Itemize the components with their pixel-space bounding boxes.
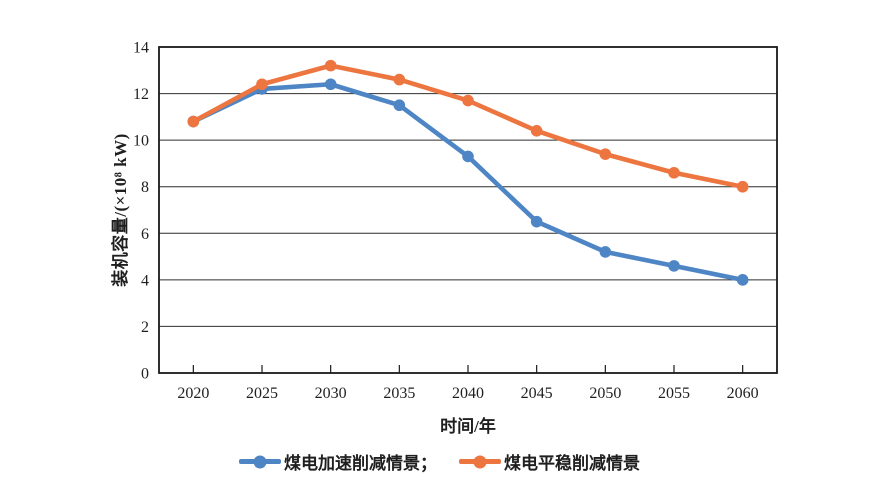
y-tick-label: 14 [133,40,149,57]
legend-item-accelerated: 煤电加速削减情景； [239,449,437,474]
x-axis-title: 时间/年 [440,417,496,436]
legend-label-accelerated: 煤电加速削减情景； [284,454,437,473]
legend-label-steady: 煤电平稳削减情景 [504,454,640,473]
y-axis-title: 装机容量/(×10⁸ kW) [111,133,130,287]
x-tick-label: 2055 [658,385,690,402]
x-tick-label: 2025 [246,385,278,402]
data-point-marker [393,99,406,112]
data-point-marker [668,260,680,272]
data-point-marker [462,94,474,107]
legend-dot-icon [253,455,267,468]
legend-dot-icon [473,455,487,468]
y-tick-label: 8 [141,179,149,196]
x-tick-label: 2040 [452,385,484,402]
y-tick-label: 10 [133,133,149,150]
data-point-marker [599,148,612,160]
data-point-marker [187,115,200,128]
data-point-marker [462,150,474,163]
data-point-marker [530,215,543,228]
data-point-marker [668,166,680,179]
legend-line-marker-orange [459,455,501,468]
series-line-0 [191,81,745,283]
x-tick-label: 2030 [315,385,347,402]
data-point-marker [324,59,337,72]
x-tick-label: 2020 [177,385,209,402]
x-tick-label: 2050 [589,385,621,402]
y-tick-label: 2 [141,319,149,336]
data-point-marker [324,78,337,91]
legend-item-steady: 煤电平稳削减情景 [459,449,640,474]
series-line-1 [191,63,745,190]
chart-legend: 煤电加速削减情景； 煤电平稳削减情景 [0,449,879,474]
x-tick-label: 2045 [521,385,553,402]
y-tick-label: 12 [133,86,149,103]
data-point-marker [736,180,749,193]
y-tick-label: 6 [141,226,149,243]
x-tick-label: 2060 [727,385,759,402]
legend-line-marker-blue [239,455,281,468]
data-point-marker [599,246,612,258]
x-tick-label: 2035 [383,385,415,402]
y-tick-label: 4 [141,272,149,289]
data-point-marker [530,125,543,137]
y-tick-label: 0 [141,366,149,383]
data-point-marker [256,78,268,91]
data-point-marker [736,274,749,286]
data-point-marker [393,73,406,86]
